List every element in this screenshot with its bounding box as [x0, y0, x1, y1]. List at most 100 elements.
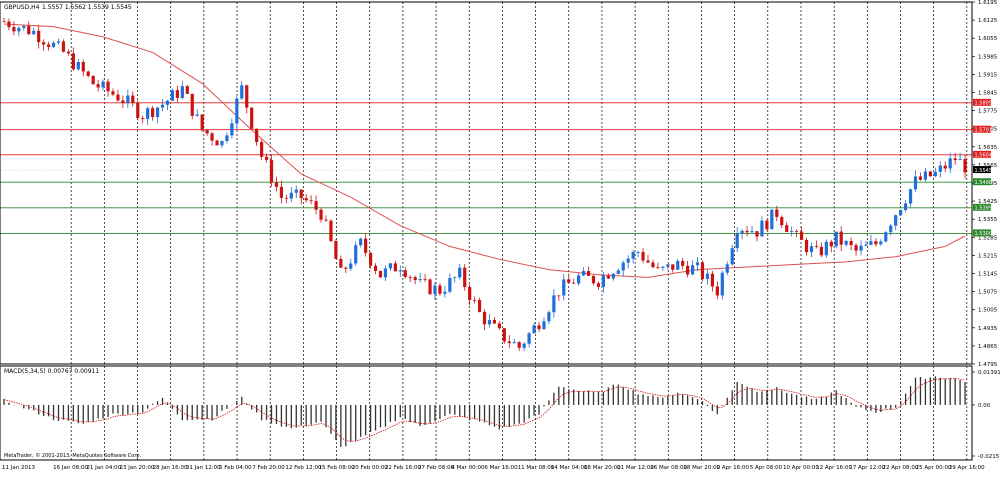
candle-body	[453, 277, 457, 279]
candle-body	[686, 265, 690, 275]
candle-body	[770, 209, 774, 230]
x-tick-label: 11 Jan 2013	[2, 465, 35, 471]
x-tick-label: 29 Apr 16:00	[949, 465, 985, 471]
candle-body	[591, 275, 596, 284]
candle-body	[160, 104, 165, 108]
candle-body	[146, 108, 150, 119]
candle-body	[844, 241, 848, 245]
candle-body	[889, 225, 893, 233]
level-label-box	[973, 178, 991, 186]
candle-body	[641, 252, 645, 261]
macd-axis: 0.01391 0.00 -0.02157	[972, 370, 1000, 460]
candle-body	[443, 291, 447, 294]
macd-panel-frame	[0, 365, 973, 461]
candle-body	[240, 85, 244, 99]
candle-body	[368, 252, 373, 266]
x-tick-label: 4 Mar 00:00	[451, 465, 485, 471]
candle-body	[829, 241, 833, 247]
candle-body	[131, 95, 135, 103]
candle-body	[403, 270, 407, 277]
candle-body	[824, 241, 828, 256]
macd-tick-label: 0.00	[978, 403, 991, 409]
x-tick-label: 26 Mar 08:00	[650, 465, 687, 471]
candle-body	[681, 260, 685, 266]
candle-body	[46, 44, 51, 47]
candle-body	[809, 246, 814, 253]
candle-body	[71, 53, 75, 70]
candle-body	[61, 41, 66, 52]
candle-body	[22, 25, 26, 28]
candle-body	[656, 267, 660, 268]
candle-body	[373, 265, 378, 271]
horizontal-levels	[0, 102, 972, 234]
candle-body	[269, 159, 274, 183]
x-tick-label: 23 Jan 20:00	[120, 465, 155, 471]
candle-body	[245, 85, 249, 108]
x-tick-label: 20 Feb 00:00	[352, 465, 389, 471]
candle-body	[2, 21, 6, 23]
x-tick-label: 14 Mar 04:00	[551, 465, 588, 471]
candle-body	[487, 319, 492, 325]
y-tick-label: 1.5915	[978, 72, 998, 78]
candle-body	[121, 100, 125, 103]
candle-body	[562, 279, 566, 296]
candle-body	[96, 84, 100, 88]
candle-body	[963, 159, 967, 173]
candle-body	[542, 321, 546, 330]
level-label: 1.5604	[975, 153, 993, 159]
candle-body	[676, 260, 680, 270]
y-tick-label: 1.4865	[978, 344, 998, 350]
macd-signal-line	[3, 378, 966, 442]
candle-body	[180, 86, 184, 98]
candle-body	[388, 263, 392, 269]
level-label-box	[973, 150, 991, 158]
x-tick-label: 22 Apr 08:00	[882, 465, 918, 471]
candle-body	[423, 279, 427, 280]
candle-body	[210, 133, 214, 141]
candle-body	[428, 279, 432, 295]
level-label-box	[973, 98, 991, 106]
y-tick-label: 1.5425	[978, 199, 998, 205]
candle-body	[512, 342, 516, 344]
y-tick-label: 1.5285	[978, 235, 998, 241]
y-tick-label: 1.5075	[978, 290, 998, 296]
y-tick-label: 1.5845	[978, 91, 998, 97]
x-tick-label: 10 Apr 00:00	[783, 465, 819, 471]
candle-body	[304, 198, 308, 201]
candle-body	[175, 90, 179, 98]
candle-body	[433, 285, 437, 295]
candle-body	[859, 245, 863, 251]
candle-body	[359, 238, 363, 246]
candle-body	[468, 287, 472, 301]
candle-body	[814, 246, 819, 248]
candle-body	[601, 275, 606, 287]
x-tick-label: 25 Apr 00:00	[916, 465, 952, 471]
candle-body	[869, 241, 873, 245]
candle-body	[205, 130, 209, 134]
candle-body	[215, 140, 219, 146]
candle-body	[582, 271, 586, 276]
candle-body	[299, 189, 303, 199]
copyright-text: MetaTrader, © 2001-2013, MetaQuotes Soft…	[4, 452, 142, 459]
x-tick-label: 16 Jan 08:00	[53, 465, 88, 471]
candle-body	[27, 25, 31, 35]
level-labels: 1.5805 1.5701 1.5604 1.5545 1.5498 1.5399 1.53…	[973, 98, 993, 237]
y-tick-label: 1.6055	[978, 36, 998, 42]
candle-body	[894, 215, 898, 226]
x-tick-label: 12 Feb 12:00	[285, 465, 322, 471]
candle-body	[319, 209, 323, 220]
y-tick-label: 1.5355	[978, 217, 998, 223]
level-label-box	[973, 203, 991, 211]
candle-body	[606, 275, 610, 279]
candle-body	[671, 264, 675, 270]
candle-body	[106, 81, 110, 92]
candle-body	[631, 252, 635, 259]
candle-body	[780, 216, 784, 226]
y-tick-label: 1.5005	[978, 308, 998, 314]
candle-body	[775, 209, 779, 217]
candle-body	[586, 271, 591, 276]
vertical-gridlines	[70, 2, 968, 460]
candle-body	[626, 258, 630, 263]
candle-body	[314, 201, 318, 210]
